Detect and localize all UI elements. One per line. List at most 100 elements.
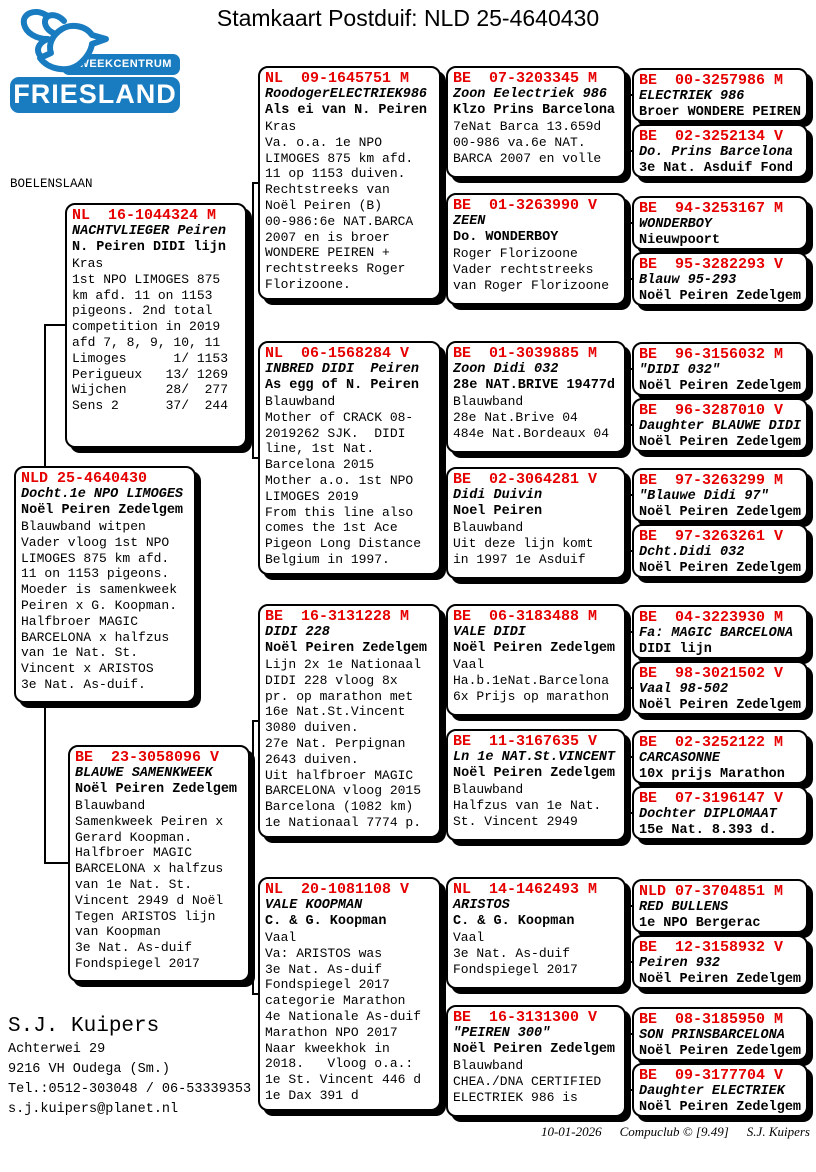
pedigree-box-BE-07-3196147-V: BE 07-3196147 V Dochter DIPLOMAAT 15e Nat.… <box>632 786 808 840</box>
pigeon-owner: Noël Peiren Zedelgem <box>639 972 802 987</box>
connector-line <box>629 812 632 814</box>
pigeon-name: Dcht.Didi 032 <box>639 545 745 560</box>
connector-line <box>629 905 631 964</box>
pigeon-notes: Vaal 3e Nat. As-duif Fondspiegel 2017 <box>453 930 578 977</box>
breeder-city: 9216 VH Oudega (Sm.) <box>8 1062 171 1077</box>
pigeon-owner: Noël Peiren Zedelgem <box>639 1044 802 1059</box>
pigeon-name: Do. Prins Barcelona <box>639 145 793 160</box>
connector-line <box>626 659 629 661</box>
pigeon-notes: Kras 1st NPO LIMOGES 875 km afd. 11 on 1… <box>72 256 229 414</box>
pedigree-box-BE-97-3263261-V: BE 97-3263261 V Dcht.Didi 032 Noël Peiren … <box>632 524 808 578</box>
pigeon-notes: Blauwband Halfzus van 1e Nat. St. Vincen… <box>453 782 602 829</box>
footer-date: 10-01-2026 <box>540 1124 602 1139</box>
pigeon-owner: Noël Peiren Zedelgem <box>453 1042 616 1057</box>
pigeon-owner: 28e NAT.BRIVE 19477d <box>453 378 616 393</box>
connector-line <box>629 631 632 633</box>
pigeon-owner: Noël Peiren Zedelgem <box>639 435 802 450</box>
pedigree-box-NLD-07-3704851-M: NLD 07-3704851 M RED BULLENS 1e NPO Berger… <box>632 879 808 933</box>
pedigree-box-BE-95-3282293-V: BE 95-3282293 V Blauw 95-293 Noël Peiren Z… <box>632 252 808 306</box>
pigeon-name: SON PRINSBARCELONA <box>639 1028 785 1043</box>
pedigree-box-BE-02-3064281-V: BE 02-3064281 V Didi Duivin Noel Peiren Bla… <box>446 467 626 579</box>
pedigree-box-NL-09-1645751-M: NL 09-1645751 M RoodogerELECTRIEK986 Als e… <box>258 66 441 300</box>
pedigree-box-BE-94-3253167-M: BE 94-3253167 M WONDERBOY Nieuwpoort <box>632 196 808 250</box>
pedigree-box-BE-00-3257986-M: BE 00-3257986 M ELECTRIEK 986 Broer WONDER… <box>632 68 808 122</box>
ring-number: BE 06-3183488 M <box>453 608 598 625</box>
connector-line <box>44 324 66 326</box>
connector-line <box>443 522 446 524</box>
ring-number: BE 11-3167635 V <box>453 733 598 750</box>
ring-number: NL 14-1462493 M <box>453 881 598 898</box>
pigeon-name: VALE DIDI <box>453 625 526 640</box>
ring-number: BE 23-3058096 V <box>75 749 220 766</box>
pigeon-name: Zoon Eelectriek 986 <box>453 87 607 102</box>
connector-line <box>44 862 70 864</box>
connector-line <box>626 784 629 786</box>
pigeon-name: RoodogerELECTRIEK986 <box>265 87 428 102</box>
ring-number: NL 06-1568284 V <box>265 345 410 362</box>
connector-line <box>441 993 443 995</box>
pigeon-notes: Blauwband Uit deze lijn komt in 1997 1e … <box>453 520 594 567</box>
connector-line <box>629 494 632 496</box>
pedigree-box-BE-01-3039885-M: BE 01-3039885 M Zoon Didi 032 28e NAT.BRIV… <box>446 341 626 453</box>
connector-line <box>250 861 253 863</box>
pigeon-notes: Roger Florizoone Vader rechtstreeks van … <box>453 246 610 293</box>
pigeon-name: INBRED DIDI Peiren <box>265 362 419 377</box>
pigeon-name: DIDI 228 <box>265 625 330 640</box>
pigeon-name: "PEIREN 300" <box>453 1026 551 1041</box>
kweekcentrum-friesland-logo: KWEEKCENTRUM FRIESLAND <box>10 6 180 114</box>
connector-line <box>629 368 631 427</box>
pigeon-name: ELECTRIEK 986 <box>639 89 745 104</box>
pigeon-owner: Noël Peiren Zedelgem <box>75 782 238 797</box>
pigeon-name: "Blauwe Didi 97" <box>639 489 769 504</box>
ring-number: NL 09-1645751 M <box>265 70 410 87</box>
pigeon-owner: 3e Nat. Asduif Fond <box>639 161 793 176</box>
pedigree-box-BE-08-3185950-M: BE 08-3185950 M SON PRINSBARCELONA Noël Pe… <box>632 1007 808 1061</box>
connector-line <box>443 784 446 786</box>
ring-number: BE 01-3039885 M <box>453 345 598 362</box>
ring-number: BE 07-3203345 M <box>453 70 598 87</box>
pedigree-box-BE-98-3021502-V: BE 98-3021502 V Vaal 98-502 Noël Peiren Ze… <box>632 661 808 715</box>
pedigree-box-BE-16-3131300-V: BE 16-3131300 V "PEIREN 300" Noël Peiren Z… <box>446 1005 626 1117</box>
connector-line <box>629 278 632 280</box>
connector-line <box>626 248 629 250</box>
connector-line <box>443 248 446 250</box>
pigeon-owner: 1e NPO Bergerac <box>639 916 761 931</box>
pigeon-owner: Noël Peiren Zedelgem <box>639 698 802 713</box>
connector-line <box>252 720 258 722</box>
pedigree-box-BE-09-3177704-V: BE 09-3177704 V Daughter ELECTRIEK Noël Pe… <box>632 1063 808 1117</box>
pedigree-box-BE-16-3131228-M: BE 16-3131228 M DIDI 228 Noël Peiren Zedel… <box>258 604 441 838</box>
pedigree-box-BE-07-3203345-M: BE 07-3203345 M Zoon Eelectriek 986 Klzo P… <box>446 66 626 178</box>
connector-line <box>252 720 254 995</box>
pigeon-name: Vaal 98-502 <box>639 682 729 697</box>
pigeon-owner: 15e Nat. 8.393 d. <box>639 823 777 838</box>
pigeon-notes: Blauwband Mother of CRACK 08- 2019262 SJ… <box>265 394 422 567</box>
pigeon-name: CARCASONNE <box>639 751 721 766</box>
connector-line <box>629 550 632 552</box>
pigeon-owner: Noël Peiren Zedelgem <box>265 641 428 656</box>
pedigree-box-BE-97-3263299-M: BE 97-3263299 M "Blauwe Didi 97" Noël Peir… <box>632 468 808 522</box>
ring-number: BE 96-3287010 V <box>639 402 784 419</box>
connector-line <box>629 905 632 907</box>
breeder-email: s.j.kuipers@planet.nl <box>8 1102 179 1117</box>
footer-author: S.J. Kuipers <box>746 1124 810 1139</box>
connector-line <box>626 1060 629 1062</box>
ring-number: BE 00-3257986 M <box>639 72 784 89</box>
pedigree-box-BE-06-3183488-M: BE 06-3183488 M VALE DIDI Noël Peiren Zede… <box>446 604 626 716</box>
logo-friesland-label: FRIESLAND <box>10 77 180 113</box>
connector-line <box>626 121 629 123</box>
pigeon-name: ARISTOS <box>453 898 510 913</box>
pigeon-name: BLAUWE SAMENKWEEK <box>75 766 213 781</box>
connector-line <box>247 324 253 326</box>
connector-line <box>443 659 446 661</box>
connector-line <box>443 1060 446 1062</box>
pigeon-owner: Noël Peiren Zedelgem <box>453 766 616 781</box>
ring-number: BE 01-3263990 V <box>453 197 598 214</box>
pigeon-name: WONDERBOY <box>639 217 712 232</box>
breeder-phone: Tel.:0512-303048 / 06-53339353 <box>8 1082 252 1097</box>
pigeon-owner: C. & G. Koopman <box>453 914 575 929</box>
breeder-name: S.J. Kuipers <box>8 1015 160 1038</box>
ring-number: BE 02-3252122 M <box>639 734 784 751</box>
pigeon-owner: Noel Peiren <box>453 504 543 519</box>
